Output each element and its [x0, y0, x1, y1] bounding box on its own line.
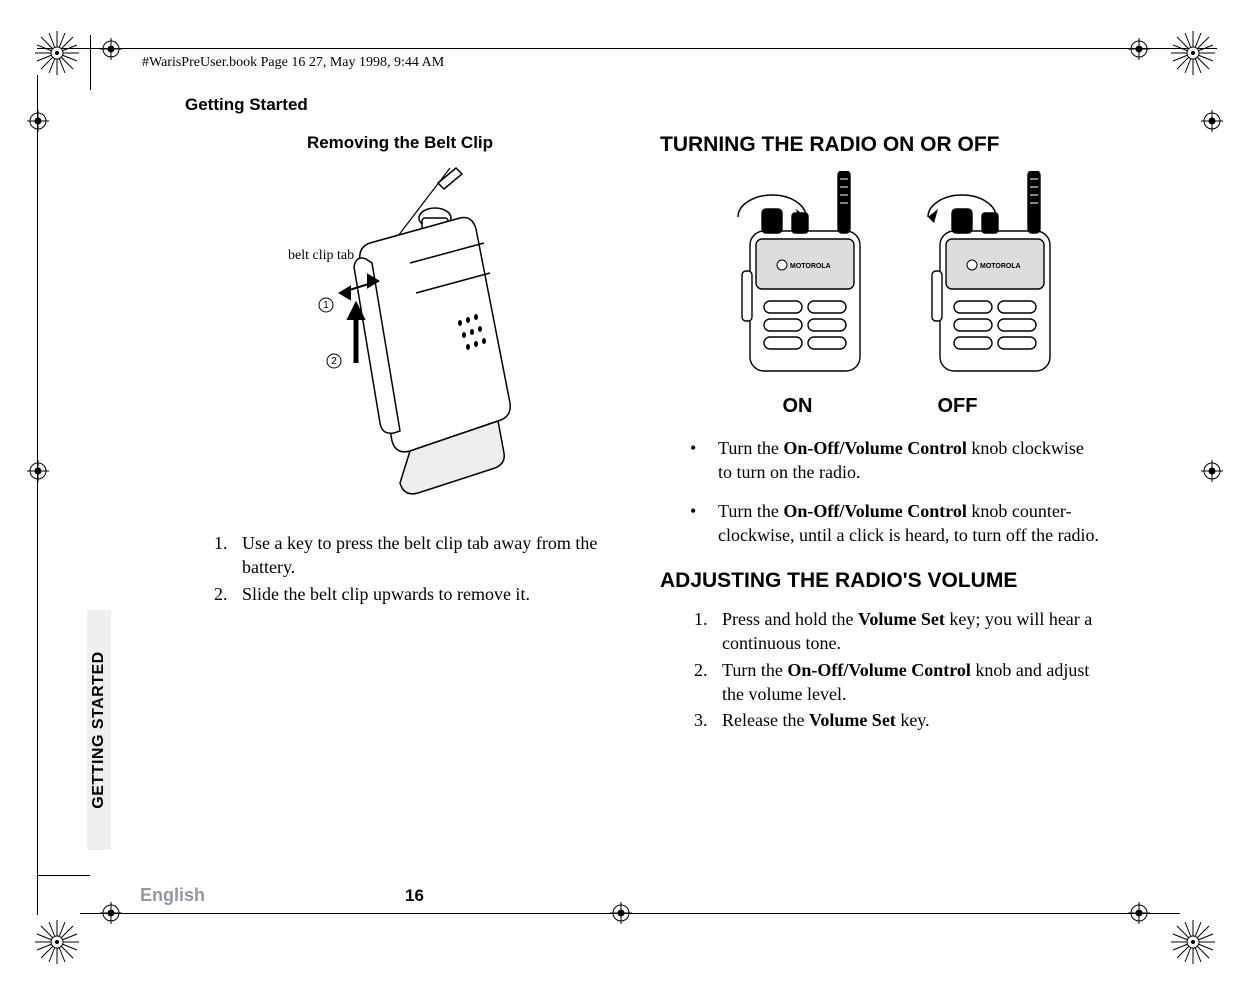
heading-onoff: TURNING THE RADIO ON OR OFF [660, 133, 1100, 157]
footer-rule [80, 913, 1180, 914]
list-item: Slide the belt clip upwards to remove it… [232, 582, 620, 606]
target-icon [1201, 460, 1223, 482]
list-item: Turn the On-Off/Volume Control knob cloc… [690, 436, 1100, 485]
footer-page-number: 16 [405, 886, 424, 906]
target-icon [1201, 110, 1223, 132]
footer: English 16 [130, 885, 1120, 906]
svg-text:MOTOROLA: MOTOROLA [980, 263, 1021, 270]
regmark-bottom-right [1168, 917, 1218, 967]
list-item: Press and hold the Volume Set key; you w… [712, 607, 1100, 656]
list-item: Turn the On-Off/Volume Control knob coun… [690, 499, 1100, 548]
regmark-top-right [1168, 28, 1218, 78]
side-tab: GETTING STARTED [87, 610, 111, 850]
svg-text:MOTOROLA: MOTOROLA [790, 263, 831, 270]
belt-clip-tab-label: belt clip tab [288, 248, 354, 263]
onoff-labels: ON OFF [660, 395, 1100, 418]
list-item: Release the Volume Set key. [712, 708, 1100, 732]
regmark-top-left [32, 28, 82, 78]
svg-text:2: 2 [331, 356, 337, 367]
footer-rule-short [37, 875, 90, 876]
volume-steps: Press and hold the Volume Set key; you w… [660, 607, 1100, 732]
heading-volume: ADJUSTING THE RADIO'S VOLUME [660, 569, 1100, 593]
crop-rule-left [37, 75, 38, 915]
target-icon [1128, 38, 1150, 60]
footer-language: English [140, 885, 205, 906]
left-subtitle: Removing the Belt Clip [180, 133, 620, 153]
target-icon [27, 460, 49, 482]
belt-clip-steps: Use a key to press the belt clip tab awa… [180, 531, 620, 606]
off-label: OFF [938, 395, 978, 418]
onoff-figure: MOTOROLA [660, 171, 1100, 381]
left-column: Removing the Belt Clip belt clip tab [180, 133, 620, 735]
section-header: Getting Started [185, 95, 1120, 115]
regmark-bottom-left [32, 917, 82, 967]
right-column: TURNING THE RADIO ON OR OFF [660, 133, 1100, 735]
target-icon [100, 38, 122, 60]
doc-info: #WarisPreUser.book Page 16 27, May 1998,… [142, 55, 444, 71]
list-item: Use a key to press the belt clip tab awa… [232, 531, 620, 580]
side-tab-label: GETTING STARTED [90, 651, 108, 808]
list-item: Turn the On-Off/Volume Control knob and … [712, 658, 1100, 707]
onoff-bullets: Turn the On-Off/Volume Control knob cloc… [660, 436, 1100, 547]
content-area: Getting Started Removing the Belt Clip b… [130, 95, 1120, 875]
svg-text:1: 1 [323, 300, 329, 311]
crop-rule-top [37, 48, 1217, 49]
crop-rule-v [90, 35, 91, 90]
target-icon [27, 110, 49, 132]
belt-clip-figure: belt clip tab [180, 163, 620, 513]
on-label: ON [783, 395, 813, 418]
page: #WarisPreUser.book Page 16 27, May 1998,… [0, 0, 1250, 985]
